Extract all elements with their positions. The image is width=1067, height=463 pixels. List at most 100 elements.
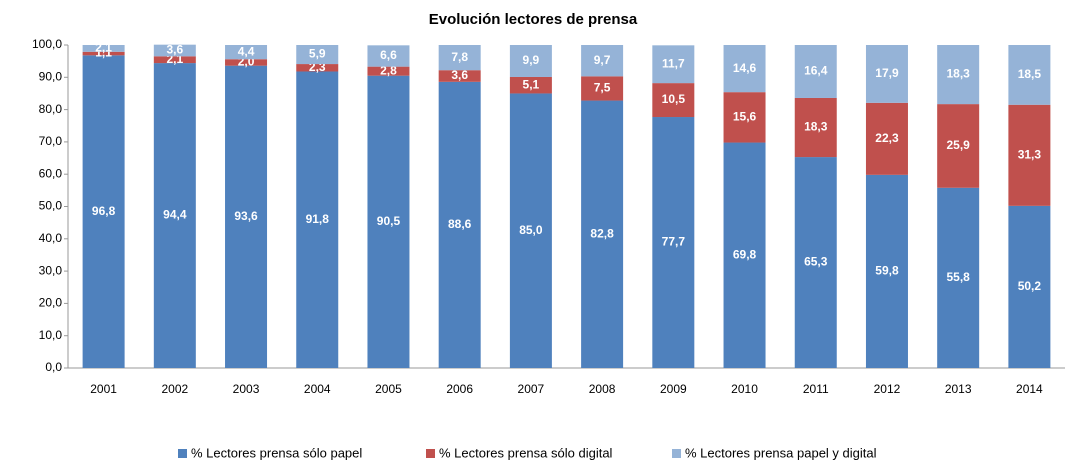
value-label: 22,3	[875, 131, 899, 145]
value-label: 15,6	[733, 110, 757, 124]
bar-segment	[438, 45, 481, 71]
value-label: 93,6	[234, 209, 258, 223]
legend-label: % Lectores prensa sólo papel	[191, 445, 362, 460]
value-label: 3,6	[166, 43, 183, 57]
bar-segment	[225, 45, 268, 60]
y-tick-label: 50,0	[39, 199, 63, 213]
x-tick-label: 2012	[874, 382, 901, 396]
value-label: 18,5	[1018, 67, 1042, 81]
bar-segment	[581, 76, 624, 101]
value-label: 5,9	[309, 47, 326, 61]
value-label: 25,9	[946, 138, 970, 152]
bar-segment	[723, 45, 766, 93]
y-tick-label: 60,0	[39, 166, 63, 180]
value-label: 55,8	[946, 270, 970, 284]
bar-segment	[937, 104, 980, 188]
x-tick-label: 2001	[90, 382, 117, 396]
value-label: 96,8	[92, 204, 116, 218]
bar-segment	[296, 64, 339, 72]
bar-segment	[296, 71, 339, 369]
bar-segment	[367, 75, 410, 368]
x-tick-label: 2003	[233, 382, 260, 396]
y-tick-label: 20,0	[39, 296, 63, 310]
x-tick-label: 2006	[446, 382, 473, 396]
value-label: 9,9	[523, 53, 540, 67]
bar-segment	[937, 187, 980, 368]
x-tick-label: 2004	[304, 382, 331, 396]
value-label: 14,6	[733, 61, 757, 75]
value-label: 69,8	[733, 247, 757, 261]
bar-segment	[1008, 45, 1051, 105]
bar-segment	[438, 81, 481, 369]
value-label: 9,7	[594, 53, 611, 67]
x-tick-label: 2005	[375, 382, 402, 396]
x-tick-label: 2009	[660, 382, 687, 396]
value-label: 17,9	[875, 66, 899, 80]
bar-segment	[225, 65, 268, 368]
value-label: 6,6	[380, 48, 397, 62]
value-label: 10,5	[662, 92, 686, 106]
x-tick-label: 2007	[518, 382, 545, 396]
bar-segment	[723, 92, 766, 143]
y-tick-label: 80,0	[39, 102, 63, 116]
bar-segment	[581, 45, 624, 77]
bar-segment	[652, 117, 695, 369]
bar-segment	[153, 63, 196, 368]
value-label: 59,8	[875, 264, 899, 278]
bar-segment	[581, 100, 624, 368]
x-tick-label: 2013	[945, 382, 972, 396]
bar-segment	[865, 45, 908, 103]
value-label: 31,3	[1018, 147, 1042, 161]
value-label: 7,5	[594, 81, 611, 95]
value-label: 5,1	[523, 77, 540, 91]
bar-segment	[865, 174, 908, 368]
legend-swatch	[672, 449, 681, 458]
value-label: 16,4	[804, 64, 828, 78]
y-tick-label: 40,0	[39, 231, 63, 245]
value-label: 94,4	[163, 208, 187, 222]
bar-segment	[509, 93, 552, 368]
bar-segment	[367, 66, 410, 76]
bar-segment	[652, 83, 695, 118]
bar-segment	[82, 55, 125, 368]
bar-segment	[82, 45, 125, 52]
bar-segment	[153, 44, 196, 57]
value-label: 7,8	[451, 50, 468, 64]
bar-segment	[1008, 104, 1051, 206]
x-tick-label: 2002	[161, 382, 188, 396]
value-label: 88,6	[448, 217, 472, 231]
value-label: 18,3	[946, 67, 970, 81]
bar-segment	[794, 157, 837, 368]
bar-segment	[153, 56, 196, 64]
value-label: 3,6	[451, 68, 468, 82]
legend-swatch	[426, 449, 435, 458]
value-label: 77,7	[662, 235, 686, 249]
bar-segment	[225, 59, 268, 66]
value-label: 65,3	[804, 255, 828, 269]
value-label: 2,8	[380, 63, 397, 77]
bar-segment	[509, 76, 552, 94]
x-tick-label: 2014	[1016, 382, 1043, 396]
value-label: 2,1	[95, 41, 112, 55]
value-label: 4,4	[238, 44, 255, 58]
value-label: 82,8	[590, 226, 614, 240]
bar-segment	[1008, 205, 1051, 368]
bar-segment	[794, 97, 837, 158]
bar-segment	[723, 142, 766, 368]
value-label: 50,2	[1018, 279, 1042, 293]
legend-label: % Lectores prensa sólo digital	[439, 445, 613, 460]
legend-label: % Lectores prensa papel y digital	[685, 445, 877, 460]
bar-segment	[509, 45, 552, 77]
bar-segment	[367, 45, 410, 67]
y-tick-label: 30,0	[39, 263, 63, 277]
y-tick-label: 100,0	[32, 37, 62, 51]
x-tick-label: 2008	[589, 382, 616, 396]
y-tick-label: 70,0	[39, 134, 63, 148]
value-label: 90,5	[377, 214, 401, 228]
y-tick-label: 0,0	[45, 360, 62, 374]
value-label: 18,3	[804, 120, 828, 134]
legend-swatch	[178, 449, 187, 458]
bar-segment	[794, 45, 837, 98]
